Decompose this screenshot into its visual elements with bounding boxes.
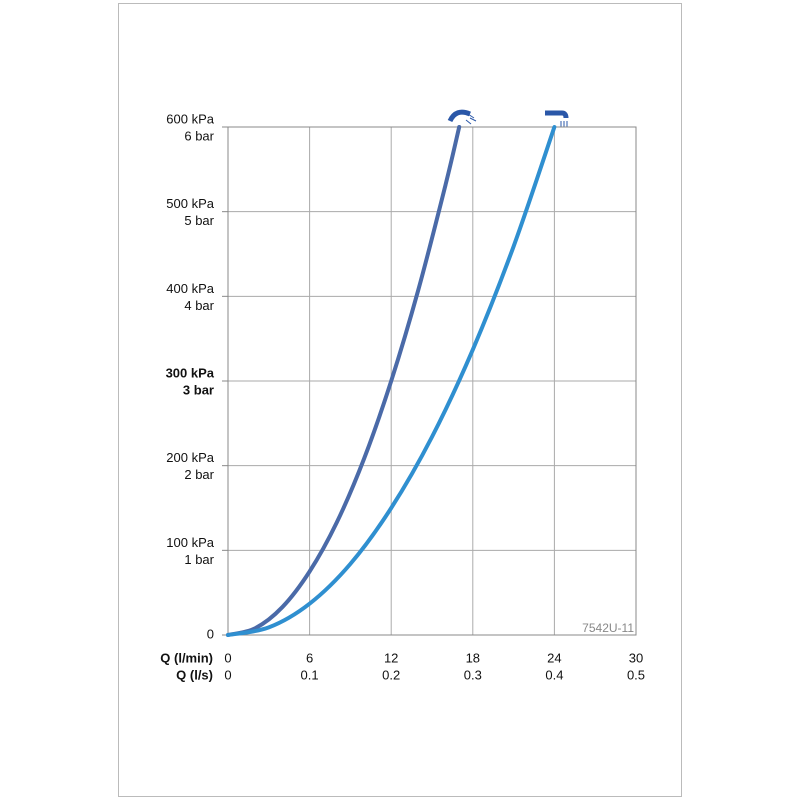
x-tick-label: 30 (629, 650, 643, 665)
x2-tick-label: 0.1 (301, 667, 319, 682)
y2-tick-label: 1 bar (184, 552, 214, 567)
y-tick-label: 100 kPa (166, 535, 214, 550)
y-tick-label: 200 kPa (166, 450, 214, 465)
head-shower-icon (447, 109, 477, 125)
x2-tick-label: 0.4 (545, 667, 563, 682)
x2-tick-label: 0.2 (382, 667, 400, 682)
y-tick-label: 600 kPa (166, 111, 214, 126)
y-tick-label: 300 kPa (166, 365, 215, 380)
y2-tick-label: 5 bar (184, 213, 214, 228)
x2-tick-label: 0 (224, 667, 231, 682)
y-tick-label: 400 kPa (166, 281, 214, 296)
x2-axis-label: Q (l/s) (176, 667, 213, 682)
x2-tick-label: 0.5 (627, 667, 645, 682)
y2-tick-label: 4 bar (184, 298, 214, 313)
page-frame (118, 3, 682, 797)
hand-shower-icon (545, 110, 569, 127)
x-tick-label: 12 (384, 650, 398, 665)
plot-frame (227, 126, 637, 636)
x-tick-label: 18 (466, 650, 480, 665)
y-tick-label: 0 (207, 626, 214, 641)
y2-tick-label: 3 bar (183, 382, 214, 397)
x-tick-label: 24 (547, 650, 561, 665)
y-tick-label: 500 kPa (166, 196, 214, 211)
x2-tick-label: 0.3 (464, 667, 482, 682)
y2-tick-label: 2 bar (184, 467, 214, 482)
x-tick-label: 0 (224, 650, 231, 665)
x-axis-label: Q (l/min) (160, 650, 213, 665)
x-tick-label: 6 (306, 650, 313, 665)
annotation: 7542U-11 (582, 621, 634, 635)
y2-tick-label: 6 bar (184, 128, 214, 143)
line-series (226, 125, 462, 637)
line-series (226, 125, 557, 637)
